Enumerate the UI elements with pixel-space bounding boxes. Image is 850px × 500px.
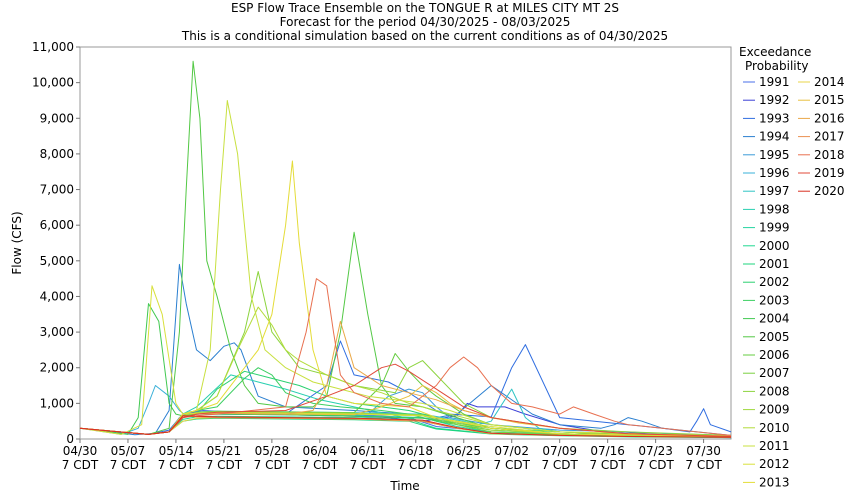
x-tick-label-time: 7 CDT [494,458,531,472]
legend-label-2001: 2001 [759,257,790,271]
y-tick-label: 2,000 [40,361,74,375]
y-tick-label: 11,000 [32,40,74,54]
legend-label-1991: 1991 [759,75,790,89]
legend-label-1996: 1996 [759,166,790,180]
legend-label-2003: 2003 [759,293,790,307]
y-tick-label: 10,000 [32,76,74,90]
x-tick-label-date: 05/07 [111,444,146,458]
x-axis-label: Time [389,479,419,493]
legend-label-2020: 2020 [814,184,845,198]
x-tick-label-time: 7 CDT [637,458,674,472]
y-tick-label: 6,000 [40,218,74,232]
y-tick-label: 8,000 [40,147,74,161]
legend-title-line-1: Exceedance [739,45,811,59]
legend-label-1995: 1995 [759,148,790,162]
x-tick-label-time: 7 CDT [350,458,387,472]
x-tick-label-time: 7 CDT [254,458,291,472]
legend: Exceedance Probability 1991 1992 1993 1994 1… [739,45,845,489]
y-axis-label: Flow (CFS) [10,211,24,274]
legend-label-1999: 1999 [759,221,790,235]
x-tick-label-time: 7 CDT [206,458,243,472]
series-line-2018 [79,278,732,436]
legend-label-2002: 2002 [759,275,790,289]
x-tick-label-date: 06/04 [303,444,338,458]
x-tick-label-date: 07/30 [686,444,721,458]
series-line-2005 [79,60,732,438]
legend-label-2000: 2000 [759,239,790,253]
y-tick-label: 4,000 [40,289,74,303]
legend-label-2005: 2005 [759,330,790,344]
x-tick-label-time: 7 CDT [158,458,195,472]
y-tick-label: 1,000 [40,396,74,410]
x-tick-label-date: 07/02 [494,444,529,458]
x-tick-label-date: 06/25 [446,444,481,458]
x-tick-label-date: 04/30 [63,444,98,458]
x-tick-label-date: 07/23 [638,444,673,458]
x-tick-label-date: 06/11 [351,444,386,458]
x-tick-label-date: 07/09 [542,444,577,458]
y-tick-label: 5,000 [40,254,74,268]
y-axis: 0 1,000 2,000 3,000 4,000 5,000 6,000 7,000 8,00… [32,40,80,446]
x-tick-label-time: 7 CDT [110,458,147,472]
x-tick-label-time: 7 CDT [398,458,435,472]
legend-label-2017: 2017 [814,130,845,144]
legend-label-2018: 2018 [814,148,845,162]
series-line-2019 [79,363,732,437]
legend-label-2008: 2008 [759,384,790,398]
x-tick-label-time: 7 CDT [446,458,483,472]
x-tick-label-date: 05/21 [207,444,242,458]
series-line-1994 [79,263,732,436]
y-tick-label: 7,000 [40,183,74,197]
x-tick-label-time: 7 CDT [302,458,339,472]
plot-area [79,46,732,440]
legend-label-2011: 2011 [759,439,790,453]
series-line-2020 [79,415,732,438]
legend-label-1993: 1993 [759,111,790,125]
legend-label-2015: 2015 [814,93,845,107]
x-tick-label-time: 7 CDT [685,458,722,472]
x-tick-label-time: 7 CDT [541,458,578,472]
legend-label-1994: 1994 [759,130,790,144]
legend-label-2016: 2016 [814,111,845,125]
legend-title-line-2: Probability [745,59,808,73]
legend-label-2012: 2012 [759,457,790,471]
x-tick-label-time: 7 CDT [589,458,626,472]
series-group [79,60,732,439]
legend-label-2010: 2010 [759,421,790,435]
legend-label-2007: 2007 [759,366,790,380]
x-tick-label-time: 7 CDT [62,458,99,472]
legend-label-1998: 1998 [759,202,790,216]
legend-label-1992: 1992 [759,93,790,107]
legend-label-2013: 2013 [759,475,790,489]
x-tick-label-date: 05/28 [255,444,290,458]
legend-label-2004: 2004 [759,312,790,326]
y-tick-label: 3,000 [40,325,74,339]
x-tick-label-date: 07/16 [590,444,625,458]
legend-label-2009: 2009 [759,403,790,417]
legend-label-1997: 1997 [759,184,790,198]
chart-title-line-2: Forecast for the period 04/30/2025 - 08/… [280,15,571,29]
x-tick-label-date: 06/18 [398,444,433,458]
y-tick-label: 9,000 [40,111,74,125]
series-line-2013 [79,160,732,437]
legend-label-2006: 2006 [759,348,790,362]
legend-label-2014: 2014 [814,75,845,89]
legend-label-2019: 2019 [814,166,845,180]
chart-title-line-1: ESP Flow Trace Ensemble on the TONGUE R … [231,1,619,15]
series-line-2012 [79,285,732,437]
x-tick-label-date: 05/14 [159,444,194,458]
y-tick-label: 0 [66,432,74,446]
chart-title-line-3: This is a conditional simulation based o… [181,29,668,43]
